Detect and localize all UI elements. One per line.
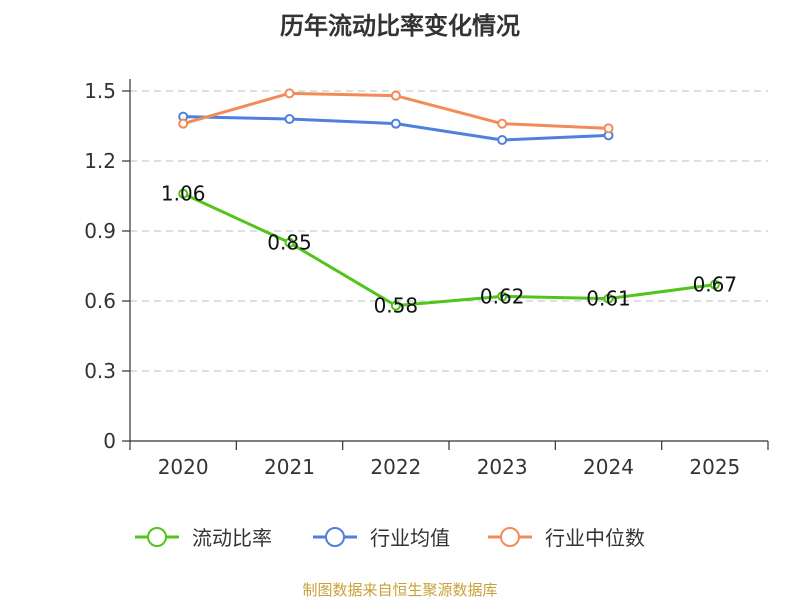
data-point <box>390 90 401 101</box>
legend-marker-icon <box>325 527 345 547</box>
data-labels: 1.06 0.85 0.58 0.62 0.61 0.67 <box>161 182 737 318</box>
legend-label: 行业均值 <box>370 526 450 550</box>
x-tick-label: 2021 <box>264 455 315 479</box>
data-point <box>284 237 295 248</box>
legend-label: 行业中位数 <box>545 526 645 550</box>
data-point <box>390 300 401 311</box>
y-tick-label: 0.6 <box>84 289 116 313</box>
x-tick-label: 2022 <box>370 455 421 479</box>
x-tick-label: 2024 <box>583 455 634 479</box>
series-lines <box>178 88 720 311</box>
legend: 流动比率 行业均值 行业中位数 <box>135 526 645 550</box>
data-point <box>284 88 295 99</box>
data-point <box>178 118 189 129</box>
y-tick-label: 0.9 <box>84 219 116 243</box>
source-note: 制图数据来自恒生聚源数据库 <box>302 581 497 599</box>
data-point <box>709 279 720 290</box>
y-tick-label: 1.5 <box>84 79 116 103</box>
data-point <box>497 291 508 302</box>
legend-marker-icon <box>500 527 520 547</box>
data-label: 0.62 <box>480 284 525 308</box>
y-tick-label: 0 <box>103 429 116 453</box>
data-label: 0.61 <box>586 287 631 311</box>
series-line-0 <box>182 192 716 308</box>
legend-item: 行业中位数 <box>488 526 645 550</box>
data-point <box>603 293 614 304</box>
data-point <box>497 118 508 129</box>
legend-item: 行业均值 <box>313 526 450 550</box>
data-point <box>603 123 614 134</box>
data-point <box>390 118 401 129</box>
y-tick-label: 0.3 <box>84 359 116 383</box>
data-label: 0.85 <box>267 231 312 255</box>
axes: 0 0.3 0.6 0.9 1.2 1.5 2020 2021 2022 2023 2024 2025 <box>84 79 769 479</box>
x-tick-label: 2020 <box>158 455 209 479</box>
legend-item: 流动比率 <box>135 526 272 550</box>
data-point <box>497 135 508 145</box>
x-tick-label: 2023 <box>477 455 528 479</box>
x-tick-label: 2025 <box>689 455 740 479</box>
data-label: 0.67 <box>693 273 738 297</box>
data-point <box>178 188 189 199</box>
legend-marker-icon <box>147 527 167 547</box>
y-tick-label: 1.2 <box>84 149 116 173</box>
data-point <box>284 114 295 124</box>
data-label: 1.06 <box>161 182 206 206</box>
legend-label: 流动比率 <box>192 526 272 550</box>
data-label: 0.58 <box>374 294 419 318</box>
chart-title: 历年流动比率变化情况 <box>280 12 520 40</box>
